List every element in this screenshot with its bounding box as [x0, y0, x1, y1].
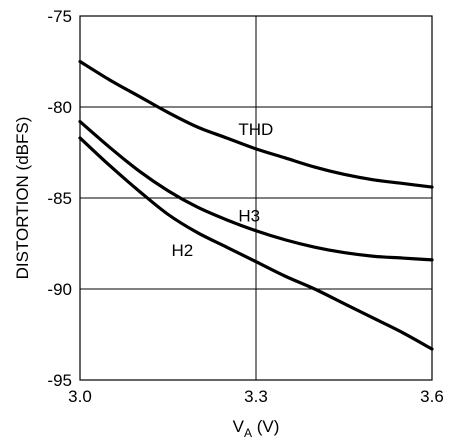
grid: [79, 15, 433, 381]
tick-labels: -75 -80 -85 -90 -953.0 3.3 3.6: [47, 7, 443, 406]
x-axis-label-sub: A: [244, 426, 252, 440]
x-axis-label: VA (V): [233, 417, 280, 440]
x-axis-label-unit: (V): [252, 417, 279, 436]
y-tick-label: -80: [47, 98, 72, 117]
series-label-h3: H3: [238, 207, 260, 226]
series-lines: [78, 59, 434, 351]
series-label-thd: THD: [238, 120, 273, 139]
series-line-h2: [78, 136, 434, 351]
y-axis-label: DISTORTION (dBFS): [13, 117, 32, 280]
x-axis-label-main: V: [233, 417, 245, 436]
y-tick-label: -95: [47, 371, 72, 390]
series-line-h3: [78, 119, 434, 262]
series-label-h2: H2: [172, 241, 194, 260]
x-tick-label: 3.3: [244, 387, 268, 406]
plot-frame: [79, 15, 433, 381]
series-labels: THD H3 H2: [172, 120, 274, 260]
y-tick-label: -75: [47, 7, 72, 26]
y-tick-label: -85: [47, 189, 72, 208]
x-tick-label: 3.0: [68, 387, 92, 406]
series-line-thd: [78, 59, 434, 189]
x-tick-label: 3.6: [420, 387, 444, 406]
y-tick-label: -90: [47, 280, 72, 299]
